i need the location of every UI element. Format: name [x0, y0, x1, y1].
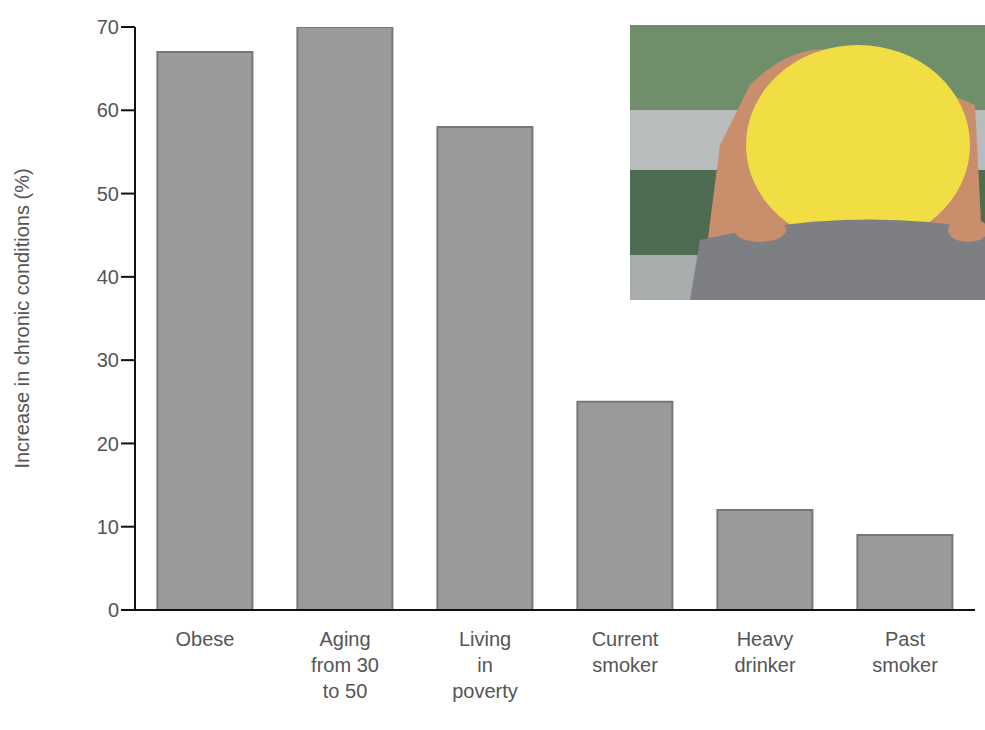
- svg-text:30: 30: [97, 349, 119, 371]
- svg-text:Pastsmoker: Pastsmoker: [872, 628, 938, 676]
- svg-text:20: 20: [97, 433, 119, 455]
- svg-text:Heavydrinker: Heavydrinker: [734, 628, 795, 676]
- svg-text:70: 70: [97, 16, 119, 38]
- svg-text:10: 10: [97, 516, 119, 538]
- svg-text:0: 0: [108, 599, 119, 621]
- svg-text:Currentsmoker: Currentsmoker: [592, 628, 659, 676]
- svg-text:Obese: Obese: [176, 628, 235, 650]
- svg-text:40: 40: [97, 266, 119, 288]
- svg-text:60: 60: [97, 99, 119, 121]
- svg-text:Livinginpoverty: Livinginpoverty: [452, 628, 518, 702]
- svg-text:Increase in chronic conditions: Increase in chronic conditions (%): [11, 168, 33, 468]
- svg-text:50: 50: [97, 183, 119, 205]
- svg-text:Agingfrom 30to 50: Agingfrom 30to 50: [311, 628, 379, 702]
